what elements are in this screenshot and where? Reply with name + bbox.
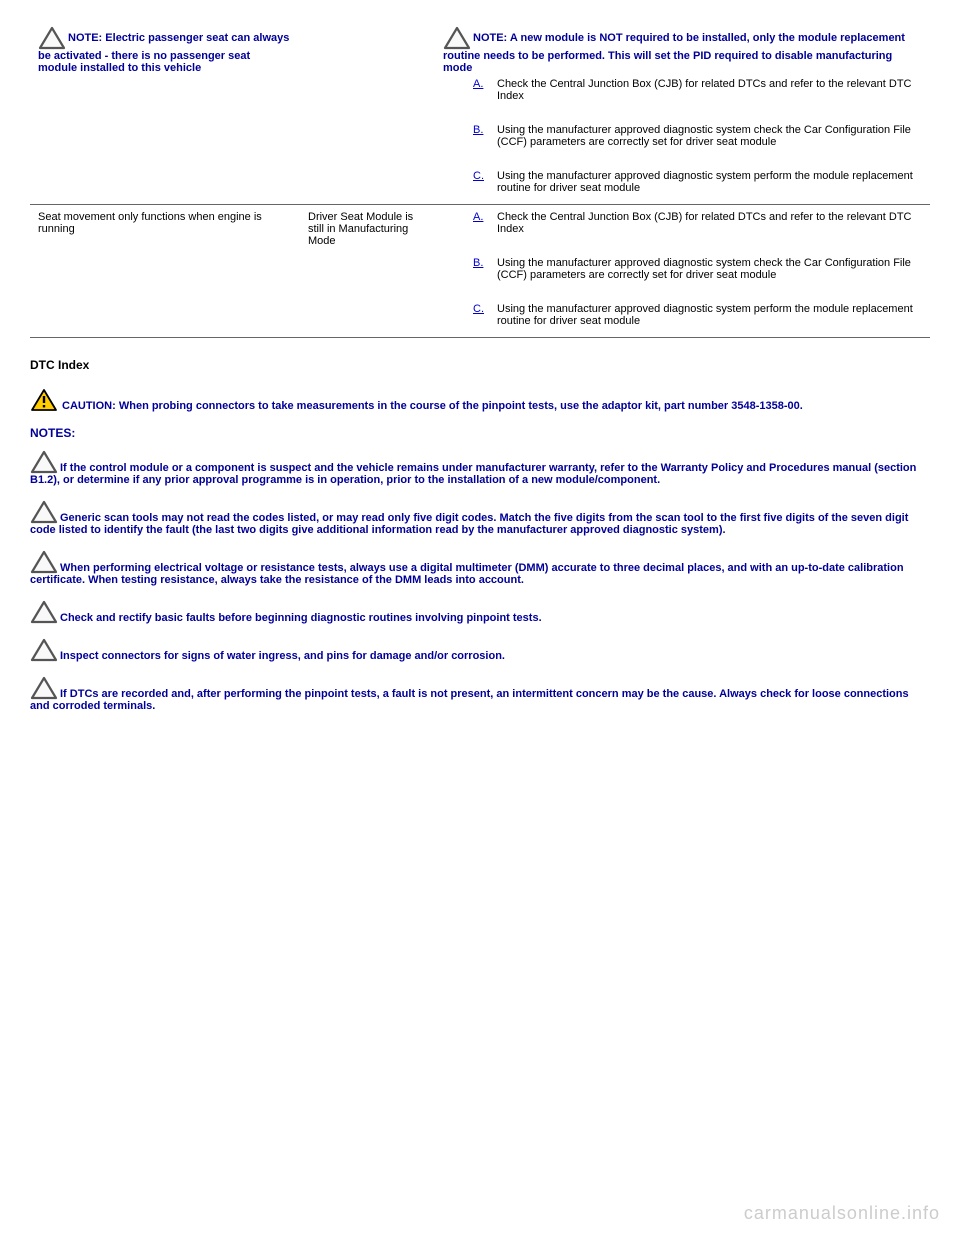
footer-note-text: Check and rectify basic faults before be… [60, 612, 542, 624]
step-text: Using the manufacturer approved diagnost… [497, 124, 922, 148]
row2-steps: A. Check the Central Junction Box (CJB) … [443, 211, 922, 331]
step-letter-link[interactable]: A. [473, 211, 489, 223]
note-text: A new module is NOT required to be insta… [443, 32, 905, 74]
footer-note-text: Generic scan tools may not read the code… [30, 512, 908, 536]
notes-heading: NOTES: [30, 426, 930, 440]
list-item: C. Using the manufacturer approved diagn… [473, 170, 922, 194]
step-letter-link[interactable]: A. [473, 78, 489, 90]
electric-seat-note: NOTE: Electric passenger seat can always… [38, 26, 292, 74]
list-item: B. Using the manufacturer approved diagn… [473, 257, 922, 281]
note-icon [30, 638, 58, 662]
row1-mid-cell [300, 20, 435, 205]
row2-mid-text: Driver Seat Module is still in Manufactu… [308, 211, 413, 247]
caution-block: CAUTION: When probing connectors to take… [30, 388, 930, 412]
row1-left-cell: NOTE: Electric passenger seat can always… [30, 20, 300, 205]
module-note: NOTE: A new module is NOT required to be… [443, 26, 922, 74]
row2-right-cell: A. Check the Central Junction Box (CJB) … [435, 205, 930, 338]
note-icon [38, 26, 66, 50]
footer-note-text: If DTCs are recorded and, after performi… [30, 688, 909, 712]
note-prefix: NOTE: [473, 32, 507, 44]
row1-steps: A. Check the Central Junction Box (CJB) … [443, 74, 922, 198]
note-icon [30, 600, 58, 624]
step-letter-link[interactable]: B. [473, 124, 489, 136]
footer-note: If the control module or a component is … [30, 450, 930, 486]
note-icon [30, 500, 58, 524]
step-letter-link[interactable]: C. [473, 170, 490, 182]
step-letter-link[interactable]: B. [473, 257, 489, 269]
footer-note: Inspect connectors for signs of water in… [30, 638, 930, 662]
step-text: Check the Central Junction Box (CJB) for… [497, 78, 922, 102]
note-icon [443, 26, 471, 50]
footer-note-text: If the control module or a component is … [30, 462, 916, 486]
caution-text: When probing connectors to take measurem… [119, 400, 803, 412]
step-text: Using the manufacturer approved diagnost… [497, 170, 922, 194]
row2-left-title: Seat movement only functions when engine… [38, 211, 262, 235]
step-text: Using the manufacturer approved diagnost… [497, 303, 922, 327]
footer-note: Generic scan tools may not read the code… [30, 500, 930, 536]
note-icon [30, 676, 58, 700]
step-letter-link[interactable]: C. [473, 303, 490, 315]
footer-note: If DTCs are recorded and, after performi… [30, 676, 930, 712]
caution-prefix: CAUTION: [62, 400, 116, 412]
list-item: A. Check the Central Junction Box (CJB) … [473, 78, 922, 102]
footer-note: Check and rectify basic faults before be… [30, 600, 930, 624]
caution-icon [30, 388, 58, 412]
note-icon [30, 550, 58, 574]
step-text: Using the manufacturer approved diagnost… [497, 257, 922, 281]
dtc-heading: DTC Index [30, 358, 930, 372]
list-item: A. Check the Central Junction Box (CJB) … [473, 211, 922, 235]
list-item: C. Using the manufacturer approved diagn… [473, 303, 922, 327]
footer-note-text: When performing electrical voltage or re… [30, 562, 904, 586]
row2-mid-cell: Driver Seat Module is still in Manufactu… [300, 205, 435, 338]
diagnostic-table: NOTE: Electric passenger seat can always… [30, 20, 930, 338]
footer-note: When performing electrical voltage or re… [30, 550, 930, 586]
step-text: Check the Central Junction Box (CJB) for… [497, 211, 922, 235]
note-icon [30, 450, 58, 474]
watermark: carmanualsonline.info [744, 1203, 940, 1224]
row2-left-cell: Seat movement only functions when engine… [30, 205, 300, 338]
footer-note-text: Inspect connectors for signs of water in… [60, 650, 505, 662]
list-item: B. Using the manufacturer approved diagn… [473, 124, 922, 148]
note-prefix: NOTE: [68, 32, 102, 44]
row1-right-cell: NOTE: A new module is NOT required to be… [435, 20, 930, 205]
